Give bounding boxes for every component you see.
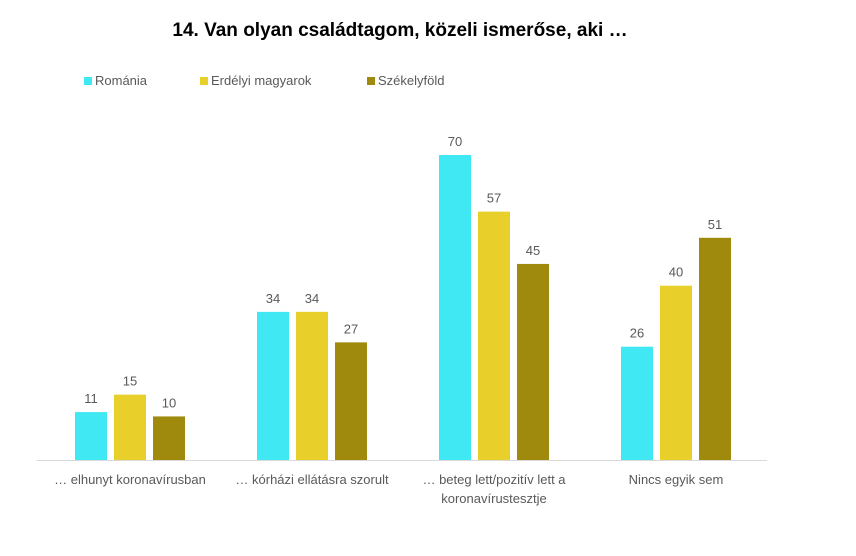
category-label: koronavírustesztje <box>441 491 547 506</box>
data-label: 27 <box>344 321 358 336</box>
legend-item: Románia <box>84 73 147 88</box>
bar <box>75 412 107 460</box>
category-label: Nincs egyik sem <box>629 472 724 487</box>
bar <box>478 211 510 460</box>
category-label: … kórházi ellátásra szorult <box>235 472 389 487</box>
data-label: 34 <box>305 291 319 306</box>
bar <box>153 416 185 460</box>
data-label: 57 <box>487 191 501 206</box>
category-label: … elhunyt koronavírusban <box>54 472 206 487</box>
bar <box>335 342 367 460</box>
legend-label: Erdélyi magyarok <box>211 73 312 88</box>
bar <box>439 155 471 460</box>
data-label: 10 <box>162 395 176 410</box>
legend-label: Székelyföld <box>378 73 445 88</box>
legend-label: Románia <box>95 73 148 88</box>
category-label: … beteg lett/pozitív lett a <box>422 472 566 487</box>
chart-title: 14. Van olyan családtagom, közeli ismerő… <box>172 20 628 41</box>
bar <box>621 346 653 460</box>
data-label: 26 <box>630 326 644 341</box>
data-label: 51 <box>708 217 722 232</box>
legend-swatch <box>200 77 208 85</box>
data-label: 70 <box>448 134 462 149</box>
legend-item: Erdélyi magyarok <box>200 73 311 88</box>
bar <box>114 394 146 460</box>
data-label: 15 <box>123 374 137 389</box>
bar <box>257 311 289 460</box>
legend-swatch <box>84 77 92 85</box>
legend-item: Székelyföld <box>367 73 444 88</box>
data-label: 34 <box>266 291 280 306</box>
bar <box>699 237 731 460</box>
data-label: 11 <box>84 391 98 406</box>
data-label: 45 <box>526 243 540 258</box>
bar <box>517 263 549 460</box>
data-label: 40 <box>669 265 683 280</box>
bar <box>296 311 328 460</box>
legend-swatch <box>367 77 375 85</box>
bar <box>660 285 692 460</box>
